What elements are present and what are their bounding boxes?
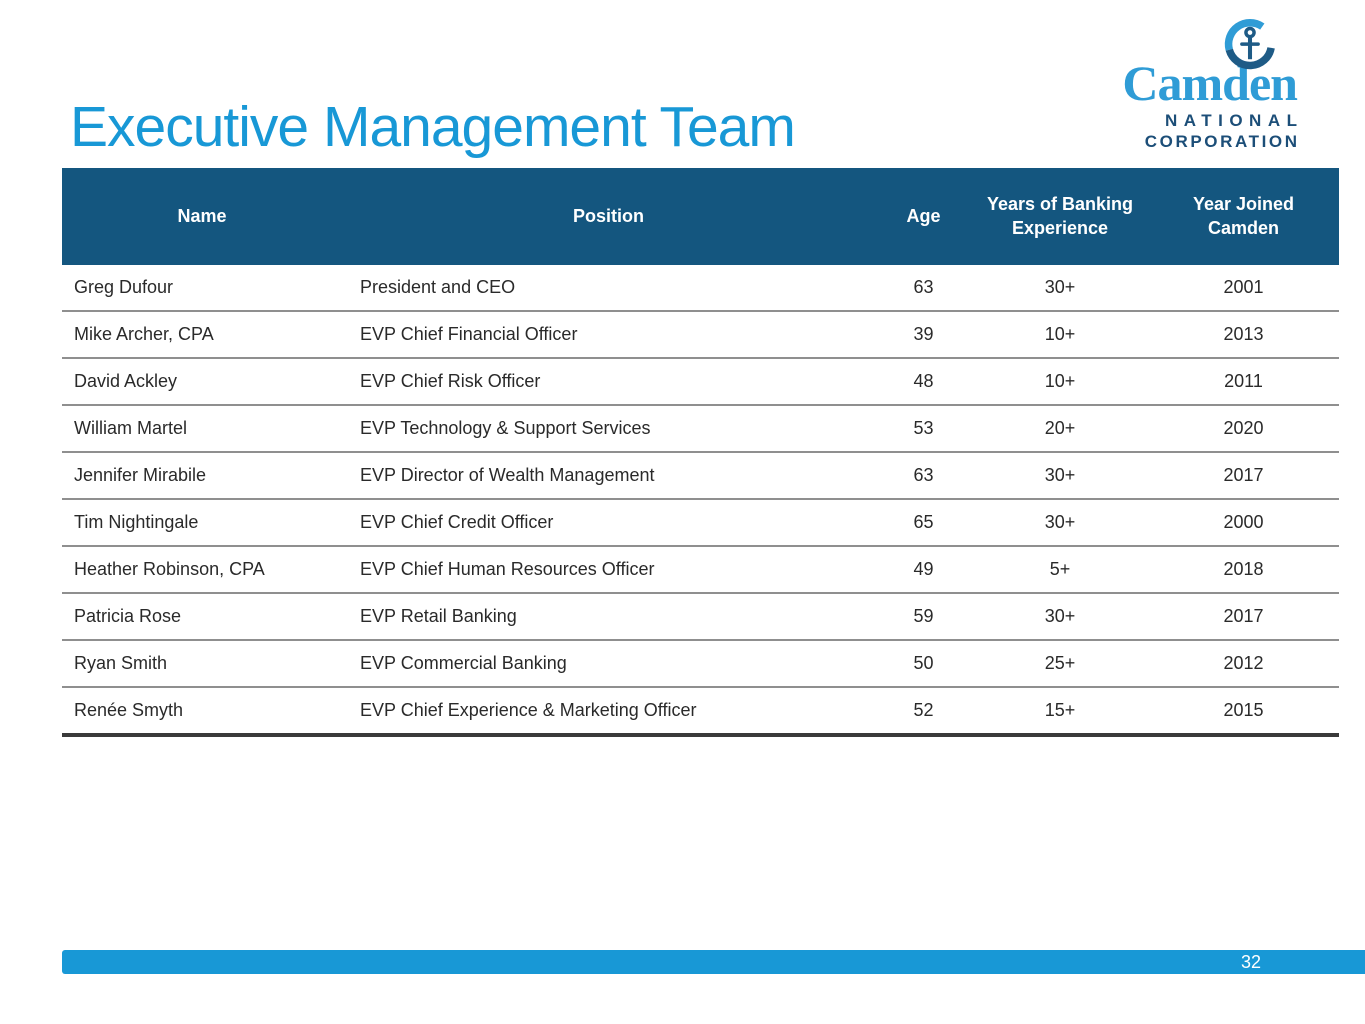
cell-year-joined: 2017 xyxy=(1148,592,1339,640)
cell-name: Jennifer Mirabile xyxy=(62,451,342,499)
table-row: Ryan Smith EVP Commercial Banking 50 25+… xyxy=(62,639,1339,687)
table-row: Jennifer Mirabile EVP Director of Wealth… xyxy=(62,451,1339,499)
footer-bar: 32 xyxy=(62,950,1365,974)
cell-age: 59 xyxy=(875,592,972,640)
cell-years: 10+ xyxy=(972,310,1148,358)
slide-title: Executive Management Team xyxy=(70,95,796,160)
cell-position: EVP Technology & Support Services xyxy=(342,404,875,452)
cell-name: William Martel xyxy=(62,404,342,452)
cell-position: EVP Director of Wealth Management xyxy=(342,451,875,499)
table-row: Greg Dufour President and CEO 63 30+ 200… xyxy=(62,265,1339,311)
table-row: Patricia Rose EVP Retail Banking 59 30+ … xyxy=(62,592,1339,640)
cell-age: 63 xyxy=(875,265,972,311)
cell-year-joined: 2012 xyxy=(1148,639,1339,687)
column-header-name: Name xyxy=(62,168,342,265)
cell-position: EVP Retail Banking xyxy=(342,592,875,640)
cell-name: Greg Dufour xyxy=(62,265,342,311)
executive-management-table: Name Position Age Years of Banking Exper… xyxy=(62,168,1339,737)
cell-name: David Ackley xyxy=(62,357,342,405)
cell-position: EVP Chief Human Resources Officer xyxy=(342,545,875,593)
cell-year-joined: 2001 xyxy=(1148,265,1339,311)
cell-years: 10+ xyxy=(972,357,1148,405)
anchor-icon xyxy=(1224,19,1275,70)
column-header-position: Position xyxy=(342,168,875,265)
cell-name: Patricia Rose xyxy=(62,592,342,640)
cell-year-joined: 2020 xyxy=(1148,404,1339,452)
cell-age: 52 xyxy=(875,686,972,737)
cell-age: 48 xyxy=(875,357,972,405)
cell-age: 65 xyxy=(875,498,972,546)
table-row: Mike Archer, CPA EVP Chief Financial Off… xyxy=(62,310,1339,358)
cell-year-joined: 2013 xyxy=(1148,310,1339,358)
logo-brand-text: Camden xyxy=(1122,55,1298,111)
cell-years: 25+ xyxy=(972,639,1148,687)
table-header: Name Position Age Years of Banking Exper… xyxy=(62,168,1339,265)
cell-position: EVP Chief Financial Officer xyxy=(342,310,875,358)
column-header-age: Age xyxy=(875,168,972,265)
table-row: Renée Smyth EVP Chief Experience & Marke… xyxy=(62,686,1339,737)
cell-name: Tim Nightingale xyxy=(62,498,342,546)
cell-age: 50 xyxy=(875,639,972,687)
cell-age: 49 xyxy=(875,545,972,593)
cell-position: President and CEO xyxy=(342,265,875,311)
cell-year-joined: 2015 xyxy=(1148,686,1339,737)
cell-position: EVP Chief Risk Officer xyxy=(342,357,875,405)
cell-age: 53 xyxy=(875,404,972,452)
cell-name: Renée Smyth xyxy=(62,686,342,737)
cell-position: EVP Chief Credit Officer xyxy=(342,498,875,546)
cell-age: 63 xyxy=(875,451,972,499)
page-number: 32 xyxy=(1240,952,1261,972)
cell-years: 30+ xyxy=(972,498,1148,546)
table-body: Greg Dufour President and CEO 63 30+ 200… xyxy=(62,265,1339,737)
cell-age: 39 xyxy=(875,310,972,358)
cell-name: Mike Archer, CPA xyxy=(62,310,342,358)
cell-name: Heather Robinson, CPA xyxy=(62,545,342,593)
column-header-years: Years of Banking Experience xyxy=(972,168,1148,265)
cell-year-joined: 2000 xyxy=(1148,498,1339,546)
cell-years: 30+ xyxy=(972,265,1148,311)
cell-position: EVP Commercial Banking xyxy=(342,639,875,687)
logo-corporation-text: CORPORATION xyxy=(1144,132,1300,151)
company-logo: Camden NATIONAL CORPORATION xyxy=(1097,14,1300,152)
cell-years: 20+ xyxy=(972,404,1148,452)
cell-years: 30+ xyxy=(972,451,1148,499)
cell-years: 15+ xyxy=(972,686,1148,737)
cell-years: 5+ xyxy=(972,545,1148,593)
cell-name: Ryan Smith xyxy=(62,639,342,687)
table-row: William Martel EVP Technology & Support … xyxy=(62,404,1339,452)
cell-years: 30+ xyxy=(972,592,1148,640)
column-header-year-joined: Year Joined Camden xyxy=(1148,168,1339,265)
table-row: Heather Robinson, CPA EVP Chief Human Re… xyxy=(62,545,1339,593)
logo-national-text: NATIONAL xyxy=(1164,111,1304,130)
cell-year-joined: 2011 xyxy=(1148,357,1339,405)
cell-position: EVP Chief Experience & Marketing Officer xyxy=(342,686,875,737)
table-row: David Ackley EVP Chief Risk Officer 48 1… xyxy=(62,357,1339,405)
table-row: Tim Nightingale EVP Chief Credit Officer… xyxy=(62,498,1339,546)
cell-year-joined: 2018 xyxy=(1148,545,1339,593)
cell-year-joined: 2017 xyxy=(1148,451,1339,499)
